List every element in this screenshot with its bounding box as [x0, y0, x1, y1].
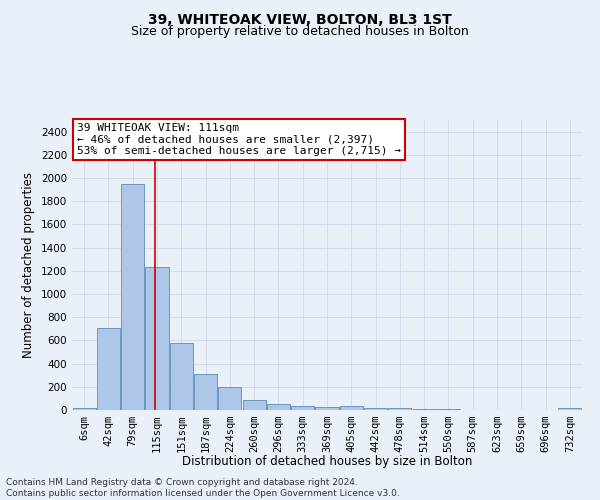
Text: Size of property relative to detached houses in Bolton: Size of property relative to detached ho…	[131, 25, 469, 38]
Bar	[121, 184, 144, 410]
Bar	[340, 406, 363, 410]
Bar	[97, 328, 120, 410]
Text: 39, WHITEOAK VIEW, BOLTON, BL3 1ST: 39, WHITEOAK VIEW, BOLTON, BL3 1ST	[148, 12, 452, 26]
Bar	[218, 387, 241, 410]
Bar	[291, 406, 314, 410]
Bar	[194, 374, 217, 410]
Bar	[364, 408, 387, 410]
X-axis label: Distribution of detached houses by size in Bolton: Distribution of detached houses by size …	[182, 455, 472, 468]
Y-axis label: Number of detached properties: Number of detached properties	[22, 172, 35, 358]
Bar	[242, 400, 266, 410]
Bar	[559, 408, 581, 410]
Bar	[145, 268, 169, 410]
Bar	[388, 408, 412, 410]
Bar	[316, 406, 338, 410]
Bar	[170, 342, 193, 410]
Bar	[267, 404, 290, 410]
Text: Contains HM Land Registry data © Crown copyright and database right 2024.
Contai: Contains HM Land Registry data © Crown c…	[6, 478, 400, 498]
Text: 39 WHITEOAK VIEW: 111sqm
← 46% of detached houses are smaller (2,397)
53% of sem: 39 WHITEOAK VIEW: 111sqm ← 46% of detach…	[77, 123, 401, 156]
Bar	[413, 409, 436, 410]
Bar	[73, 408, 95, 410]
